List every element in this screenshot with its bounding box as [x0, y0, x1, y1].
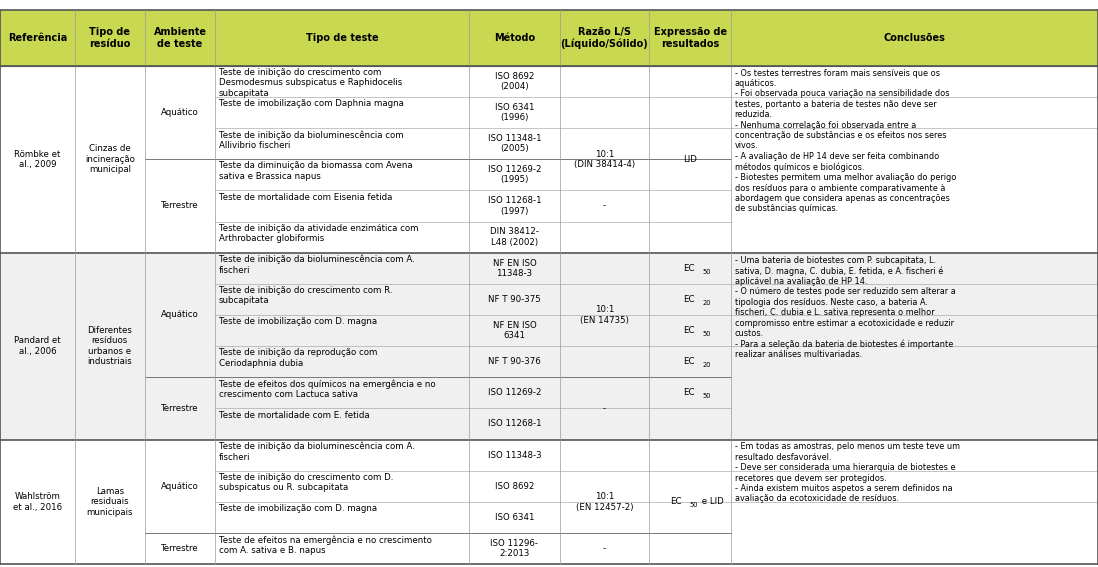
- Text: e LID: e LID: [698, 497, 724, 506]
- Text: ISO 8692
(2004): ISO 8692 (2004): [495, 71, 534, 91]
- Text: -: -: [603, 544, 606, 553]
- Text: EC: EC: [670, 497, 682, 506]
- Text: ISO 11296-
2:2013: ISO 11296- 2:2013: [491, 539, 538, 558]
- Text: Teste de efeitos dos químicos na emergência e no
crescimento com Lactuca sativa: Teste de efeitos dos químicos na emergên…: [219, 379, 435, 399]
- Bar: [0, 10, 1098, 66]
- Text: 50: 50: [690, 502, 697, 508]
- Text: Teste de inibição do crescimento com D.
subspicatus ou R. subcapitata: Teste de inibição do crescimento com D. …: [219, 473, 393, 492]
- Text: Terrestre: Terrestre: [161, 404, 199, 413]
- Text: ISO 11269-2
(1995): ISO 11269-2 (1995): [488, 165, 541, 184]
- Text: Diferentes
resíduos
urbanos e
industriais: Diferentes resíduos urbanos e industriai…: [88, 326, 132, 366]
- Text: Teste de inibição do crescimento com
Desmodesmus subspicatus e Raphidocelis
subc: Teste de inibição do crescimento com Des…: [219, 68, 402, 98]
- Text: 50: 50: [703, 393, 710, 399]
- Text: ISO 11269-2: ISO 11269-2: [488, 388, 541, 397]
- Text: Teste da diminuição da biomassa com Avena
sativa e Brassica napus: Teste da diminuição da biomassa com Aven…: [219, 162, 412, 181]
- Text: EC: EC: [683, 326, 695, 335]
- Text: Teste de mortalidade com Eisenia fetida: Teste de mortalidade com Eisenia fetida: [219, 193, 392, 202]
- Text: - Uma bateria de biotestes com P. subcapitata, L.
sativa, D. magna, C. dubia, E.: - Uma bateria de biotestes com P. subcap…: [735, 256, 955, 359]
- Text: 10:1
(EN 14735): 10:1 (EN 14735): [580, 305, 629, 325]
- Text: NF EN ISO
6341: NF EN ISO 6341: [493, 321, 536, 340]
- Text: Wahlström
et al., 2016: Wahlström et al., 2016: [13, 492, 61, 511]
- Text: Teste de inibição da bioluminescência com A.
fischeri: Teste de inibição da bioluminescência co…: [219, 255, 414, 275]
- Text: Teste de imobilização com Daphnia magna: Teste de imobilização com Daphnia magna: [219, 99, 403, 108]
- Text: - Os testes terrestres foram mais sensíveis que os
aquáticos.
- Foi observada po: - Os testes terrestres foram mais sensív…: [735, 69, 956, 213]
- Text: 50: 50: [703, 331, 710, 337]
- Text: Teste de mortalidade com E. fetida: Teste de mortalidade com E. fetida: [219, 411, 369, 420]
- Text: Aquático: Aquático: [161, 311, 199, 319]
- Text: 50: 50: [703, 269, 710, 274]
- Text: ISO 11348-1
(2005): ISO 11348-1 (2005): [488, 134, 541, 153]
- Text: ISO 6341
(1996): ISO 6341 (1996): [495, 103, 534, 122]
- Text: ISO 11268-1: ISO 11268-1: [488, 420, 541, 429]
- Text: -: -: [603, 201, 606, 210]
- Text: Aquático: Aquático: [161, 482, 199, 491]
- Text: 10:1
(DIN 38414-4): 10:1 (DIN 38414-4): [574, 150, 635, 169]
- Text: EC: EC: [683, 388, 695, 397]
- Text: -: -: [603, 404, 606, 413]
- Text: 20: 20: [703, 362, 710, 368]
- Text: Cinzas de
incineração
municipal: Cinzas de incineração municipal: [85, 145, 135, 174]
- Bar: [0, 439, 1098, 564]
- Text: NF T 90-375: NF T 90-375: [488, 295, 541, 304]
- Text: - Em todas as amostras, pelo menos um teste teve um
resultado desfavorável.
- De: - Em todas as amostras, pelo menos um te…: [735, 442, 960, 503]
- Text: Teste de imobilização com D. magna: Teste de imobilização com D. magna: [219, 318, 377, 326]
- Text: Terrestre: Terrestre: [161, 544, 199, 553]
- Text: Lamas
residuais
municipais: Lamas residuais municipais: [87, 487, 133, 517]
- Text: Teste de imobilização com D. magna: Teste de imobilização com D. magna: [219, 504, 377, 513]
- Text: 20: 20: [703, 300, 710, 306]
- Text: NF EN ISO
11348-3: NF EN ISO 11348-3: [493, 259, 536, 278]
- Text: Aquático: Aquático: [161, 108, 199, 117]
- Text: Teste de inibição da reprodução com
Ceriodaphnia dubia: Teste de inibição da reprodução com Ceri…: [219, 348, 377, 368]
- Text: Método: Método: [494, 33, 535, 43]
- Text: ISO 8692: ISO 8692: [495, 482, 534, 491]
- Text: Teste de inibição da bioluminescência com A.
fischeri: Teste de inibição da bioluminescência co…: [219, 442, 414, 462]
- Text: Teste de efeitos na emergência e no crescimento
com A. sativa e B. napus: Teste de efeitos na emergência e no cres…: [219, 535, 432, 555]
- Text: Ambiente
de teste: Ambiente de teste: [154, 27, 206, 49]
- Text: Teste de inibição da atividade enzimática com
Arthrobacter globiformis: Teste de inibição da atividade enzimátic…: [219, 224, 418, 243]
- Text: Tipo de teste: Tipo de teste: [305, 33, 379, 43]
- Text: ISO 6341: ISO 6341: [495, 513, 534, 522]
- Bar: [0, 66, 1098, 253]
- Text: ISO 11268-1
(1997): ISO 11268-1 (1997): [488, 196, 541, 215]
- Text: LID: LID: [683, 155, 697, 164]
- Text: Teste de inibição do crescimento com R.
subcapitata: Teste de inibição do crescimento com R. …: [219, 286, 392, 306]
- Text: Teste de inibição da bioluminescência com
Allivibrio fischeri: Teste de inibição da bioluminescência co…: [219, 130, 403, 150]
- Text: Referência: Referência: [8, 33, 67, 43]
- Text: Tipo de
resíduo: Tipo de resíduo: [89, 27, 131, 49]
- Text: DIN 38412-
L48 (2002): DIN 38412- L48 (2002): [490, 227, 539, 247]
- Bar: [0, 253, 1098, 439]
- Text: EC: EC: [683, 264, 695, 273]
- Text: EC: EC: [683, 295, 695, 304]
- Text: EC: EC: [683, 357, 695, 366]
- Text: Razão L/S
(Líquido/Sólido): Razão L/S (Líquido/Sólido): [561, 27, 648, 49]
- Text: Pandard et
al., 2006: Pandard et al., 2006: [14, 336, 60, 356]
- Text: Conclusões: Conclusões: [884, 33, 945, 43]
- Text: 10:1
(EN 12457-2): 10:1 (EN 12457-2): [575, 492, 634, 511]
- Text: NF T 90-376: NF T 90-376: [488, 357, 541, 366]
- Text: ISO 11348-3: ISO 11348-3: [488, 451, 541, 460]
- Text: Terrestre: Terrestre: [161, 201, 199, 210]
- Text: Römbke et
al., 2009: Römbke et al., 2009: [14, 150, 60, 169]
- Text: Expressão de
resultados: Expressão de resultados: [653, 27, 727, 49]
